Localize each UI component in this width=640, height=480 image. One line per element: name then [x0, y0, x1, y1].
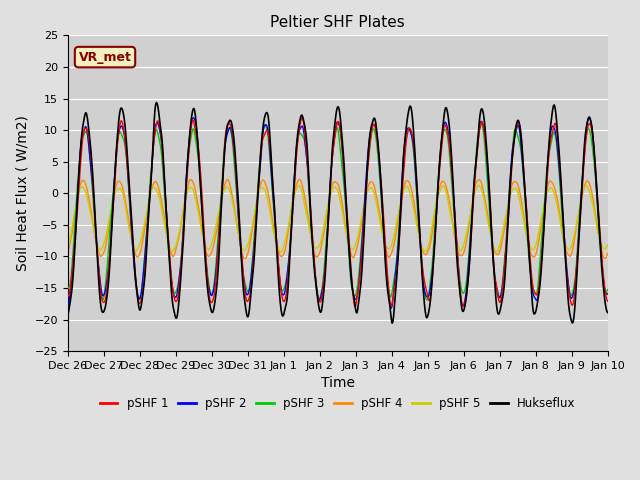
Text: VR_met: VR_met	[79, 50, 131, 64]
Legend: pSHF 1, pSHF 2, pSHF 3, pSHF 4, pSHF 5, Hukseflux: pSHF 1, pSHF 2, pSHF 3, pSHF 4, pSHF 5, …	[95, 392, 580, 415]
Y-axis label: Soil Heat Flux ( W/m2): Soil Heat Flux ( W/m2)	[15, 115, 29, 271]
Title: Peltier SHF Plates: Peltier SHF Plates	[270, 15, 405, 30]
X-axis label: Time: Time	[321, 376, 355, 390]
